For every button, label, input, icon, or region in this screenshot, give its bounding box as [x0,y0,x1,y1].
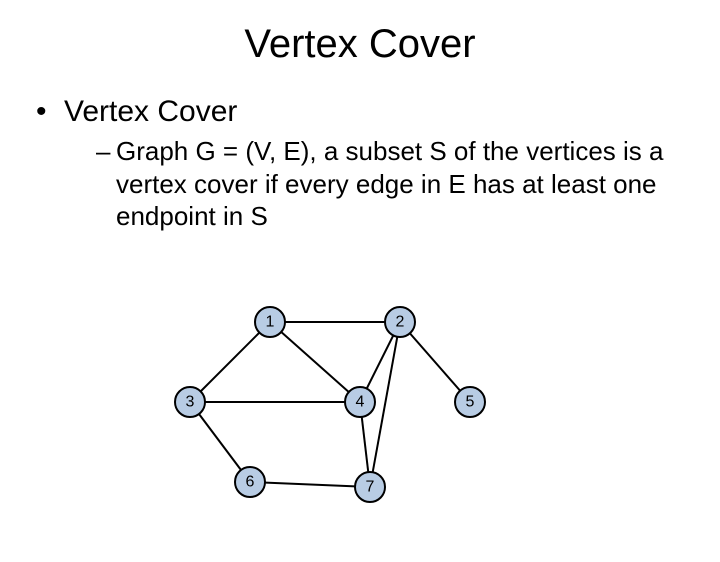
graph-edge [190,322,270,402]
graph-node-label: 7 [366,479,375,496]
graph-edge [270,322,360,402]
graph-edge [250,482,370,487]
dash-marker: – [96,135,116,233]
graph-node-label: 2 [396,314,405,331]
graph-node-label: 3 [186,394,195,411]
bullet-label: Vertex Cover [64,95,237,129]
graph-svg: 1 2 3 4 5 6 7 [160,292,520,552]
sub-bullet-item: – Graph G = (V, E), a subset S of the ve… [96,135,720,233]
bullet-marker: • [36,95,64,129]
bullet-list: • Vertex Cover – Graph G = (V, E), a sub… [36,95,720,233]
graph-node-label: 1 [266,314,275,331]
bullet-item: • Vertex Cover [36,95,720,129]
page-title: Vertex Cover [0,22,720,67]
sub-bullet-label: Graph G = (V, E), a subset S of the vert… [116,135,676,233]
graph-diagram: 1 2 3 4 5 6 7 [160,292,520,552]
graph-node-label: 5 [466,394,475,411]
graph-node-label: 6 [246,474,255,491]
graph-node-label: 4 [356,394,365,411]
